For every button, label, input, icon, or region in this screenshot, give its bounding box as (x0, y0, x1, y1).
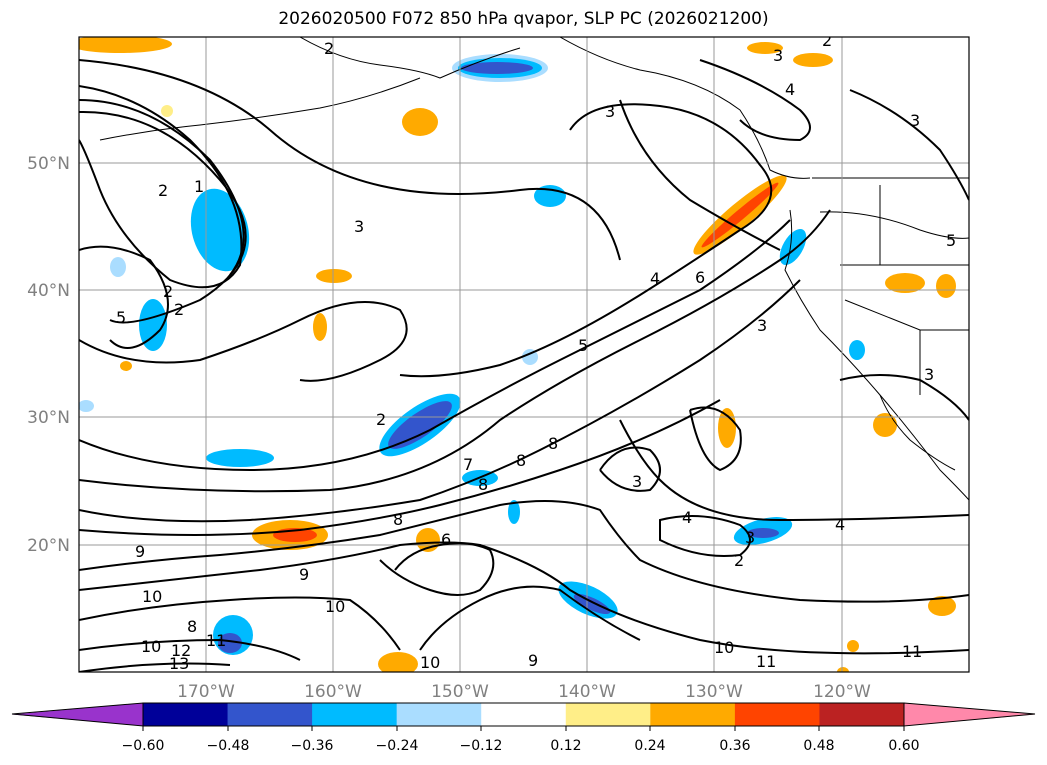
colorbar-segment (143, 703, 229, 726)
colorbar-segments (12, 703, 1035, 726)
contour-label: 3 (605, 102, 615, 121)
colorbar-label: 0.12 (550, 738, 581, 754)
contour-label: 5 (578, 336, 588, 355)
contour-label: 3 (745, 528, 755, 547)
colorbar-segment (650, 703, 736, 726)
contour-label: 2 (822, 31, 832, 50)
qvapor-anomaly-fills (79, 37, 956, 672)
contour-label: 10 (142, 587, 162, 606)
contour-label: 4 (835, 515, 845, 534)
colorbar-extend-high (904, 703, 1035, 726)
contour-label: 4 (682, 508, 692, 527)
colorbar-label: −0.12 (460, 738, 503, 754)
map-title: 2026020500 F072 850 hPa qvapor, SLP PC (… (278, 9, 769, 29)
contour-label: 8 (516, 451, 526, 470)
colorbar-segment (565, 703, 651, 726)
contour-label: 8 (548, 434, 558, 453)
latitude-labels: 50°N 40°N 30°N 20°N (27, 154, 70, 556)
contour-label: 6 (441, 530, 451, 549)
lon-label: 130°W (685, 682, 743, 702)
colorbar-label: 0.24 (634, 738, 665, 754)
contour-label: 3 (910, 111, 920, 130)
colorbar: −0.60 −0.48 −0.36 −0.24 −0.12 0.12 0.24 … (11, 702, 1036, 754)
slp-contours (79, 59, 969, 672)
colorbar-label: −0.36 (291, 738, 334, 754)
colorbar-segment (734, 703, 820, 726)
graticule (79, 37, 969, 672)
contour-label: 3 (924, 365, 934, 384)
contour-label: 6 (695, 268, 705, 287)
lon-label: 170°W (177, 682, 235, 702)
contour-label: 8 (187, 617, 197, 636)
contour-label: 3 (757, 316, 767, 335)
contour-label: 10 (420, 653, 440, 672)
contour-label: 8 (478, 475, 488, 494)
contour-label: 2 (163, 282, 173, 301)
contour-label: 2 (376, 410, 386, 429)
contour-label: 10 (714, 638, 734, 657)
colorbar-label: −0.60 (122, 738, 165, 754)
lon-label: 160°W (304, 682, 362, 702)
colorbar-segment (227, 703, 313, 726)
lat-label: 30°N (27, 408, 70, 428)
colorbar-ticks (142, 726, 905, 731)
contour-label: 7 (463, 455, 473, 474)
lon-label: 150°W (431, 682, 489, 702)
contour-label: 2 (324, 39, 334, 58)
contour-label: 3 (632, 472, 642, 491)
contour-label: 2 (174, 300, 184, 319)
contour-label: 2 (158, 181, 168, 200)
lat-label: 40°N (27, 281, 70, 301)
contour-label: 2 (734, 551, 744, 570)
contour-label: 13 (169, 654, 189, 673)
colorbar-segment (396, 703, 482, 726)
contour-label: 3 (773, 46, 783, 65)
contour-label: 5 (946, 231, 956, 250)
colorbar-segment (481, 703, 567, 726)
contour-label: 1 (194, 177, 204, 196)
contour-label: 4 (650, 269, 660, 288)
lon-label: 120°W (813, 682, 871, 702)
contour-label: 11 (206, 631, 226, 650)
colorbar-label: −0.48 (207, 738, 250, 754)
contour-label: 12 (171, 641, 191, 660)
colorbar-label: 0.36 (719, 738, 750, 754)
map-area: 2 2 3 3 4 3 2 1 3 2 5 2 4 6 5 3 2 7 8 8 … (79, 31, 969, 673)
lat-label: 20°N (27, 536, 70, 556)
map-frame (78, 36, 970, 673)
contour-labels: 2 2 3 3 4 3 2 1 3 2 5 2 4 6 5 3 2 7 8 8 … (116, 31, 956, 673)
colorbar-extend-low (12, 703, 143, 726)
colorbar-label: 0.60 (888, 738, 919, 754)
contour-label: 10 (141, 637, 161, 656)
colorbar-label: 0.48 (803, 738, 834, 754)
contour-label: 5 (116, 308, 126, 327)
contour-label: 4 (785, 80, 795, 99)
colorbar-label: −0.24 (376, 738, 419, 754)
contour-label: 10 (325, 597, 345, 616)
colorbar-segment (819, 703, 905, 726)
coastlines (99, 37, 969, 501)
contour-label: 9 (135, 542, 145, 561)
contour-label: 11 (902, 642, 922, 661)
contour-label: 9 (299, 565, 309, 584)
colorbar-labels: −0.60 −0.48 −0.36 −0.24 −0.12 0.12 0.24 … (122, 738, 920, 754)
lat-label: 50°N (27, 154, 70, 174)
longitude-labels: 170°W 160°W 150°W 140°W 130°W 120°W (177, 682, 871, 702)
colorbar-frame-right (903, 702, 1036, 727)
colorbar-segment (312, 703, 398, 726)
contour-label: 8 (393, 510, 403, 529)
lon-label: 140°W (558, 682, 616, 702)
contour-label: 3 (354, 217, 364, 236)
contour-label: 11 (756, 652, 776, 671)
contour-label: 9 (528, 651, 538, 670)
